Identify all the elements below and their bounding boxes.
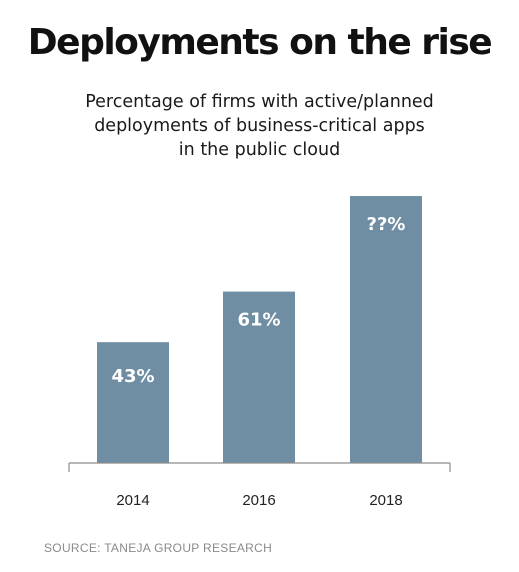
bar-value-label: ??% xyxy=(367,214,406,235)
bar-2018 xyxy=(350,196,422,464)
bar-2016 xyxy=(223,291,295,463)
x-tick-label: 2018 xyxy=(369,492,402,509)
bar-value-label: 43% xyxy=(111,366,154,387)
chart-title: Deployments on the rise xyxy=(27,22,493,63)
subtitle-line: deployments of business-critical apps xyxy=(94,116,425,136)
chart-subtitle: Percentage of firms with active/planned … xyxy=(40,90,479,162)
x-tick-label: 2016 xyxy=(242,492,275,509)
subtitle-line: Percentage of firms with active/planned xyxy=(85,92,434,112)
bar-value-label: 61% xyxy=(237,310,280,331)
source-note: SOURCE: TANEJA GROUP RESEARCH xyxy=(44,541,273,555)
subtitle-line: in the public cloud xyxy=(178,140,341,160)
x-tick-label: 2014 xyxy=(116,492,149,509)
bar-2014 xyxy=(97,342,169,463)
